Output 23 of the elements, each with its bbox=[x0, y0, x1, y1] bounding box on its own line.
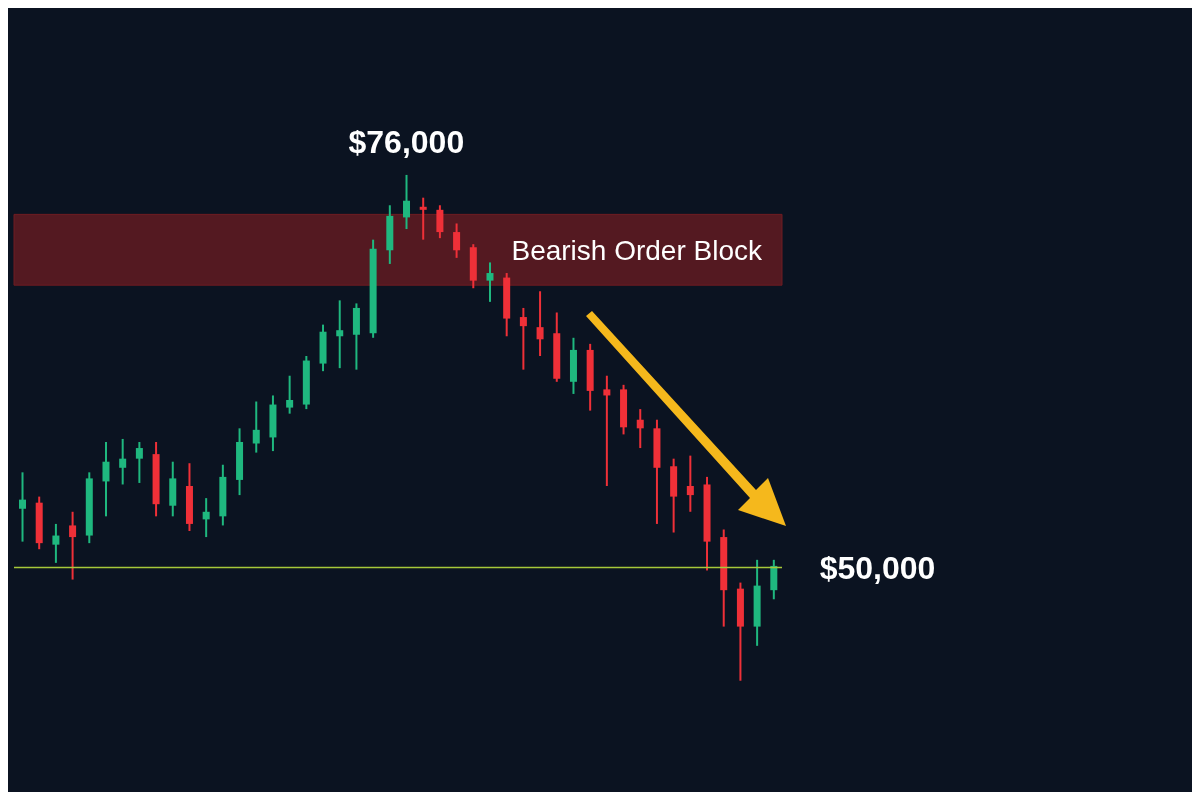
candlestick bbox=[119, 437, 127, 486]
band-label: Bearish Order Block bbox=[511, 234, 763, 266]
annotation: $76,000 bbox=[348, 123, 465, 160]
candlestick bbox=[536, 290, 544, 357]
candlestick bbox=[252, 400, 260, 454]
candlestick bbox=[636, 408, 644, 450]
candlestick bbox=[603, 374, 611, 487]
candlestick bbox=[403, 173, 411, 231]
candlestick bbox=[486, 261, 494, 303]
candlestick bbox=[453, 222, 461, 259]
candlestick bbox=[102, 440, 110, 518]
text: $50,000 bbox=[819, 549, 936, 586]
candlestick bbox=[202, 497, 210, 539]
candlestick bbox=[436, 204, 444, 240]
candlestick bbox=[19, 471, 27, 543]
candlestick bbox=[336, 299, 344, 370]
candlestick bbox=[52, 522, 60, 564]
candlestick bbox=[686, 454, 694, 513]
candlestick bbox=[519, 306, 527, 371]
candlestick bbox=[69, 510, 77, 581]
candlestick bbox=[135, 440, 143, 484]
candlestick bbox=[419, 196, 427, 241]
candlestick bbox=[286, 374, 294, 415]
